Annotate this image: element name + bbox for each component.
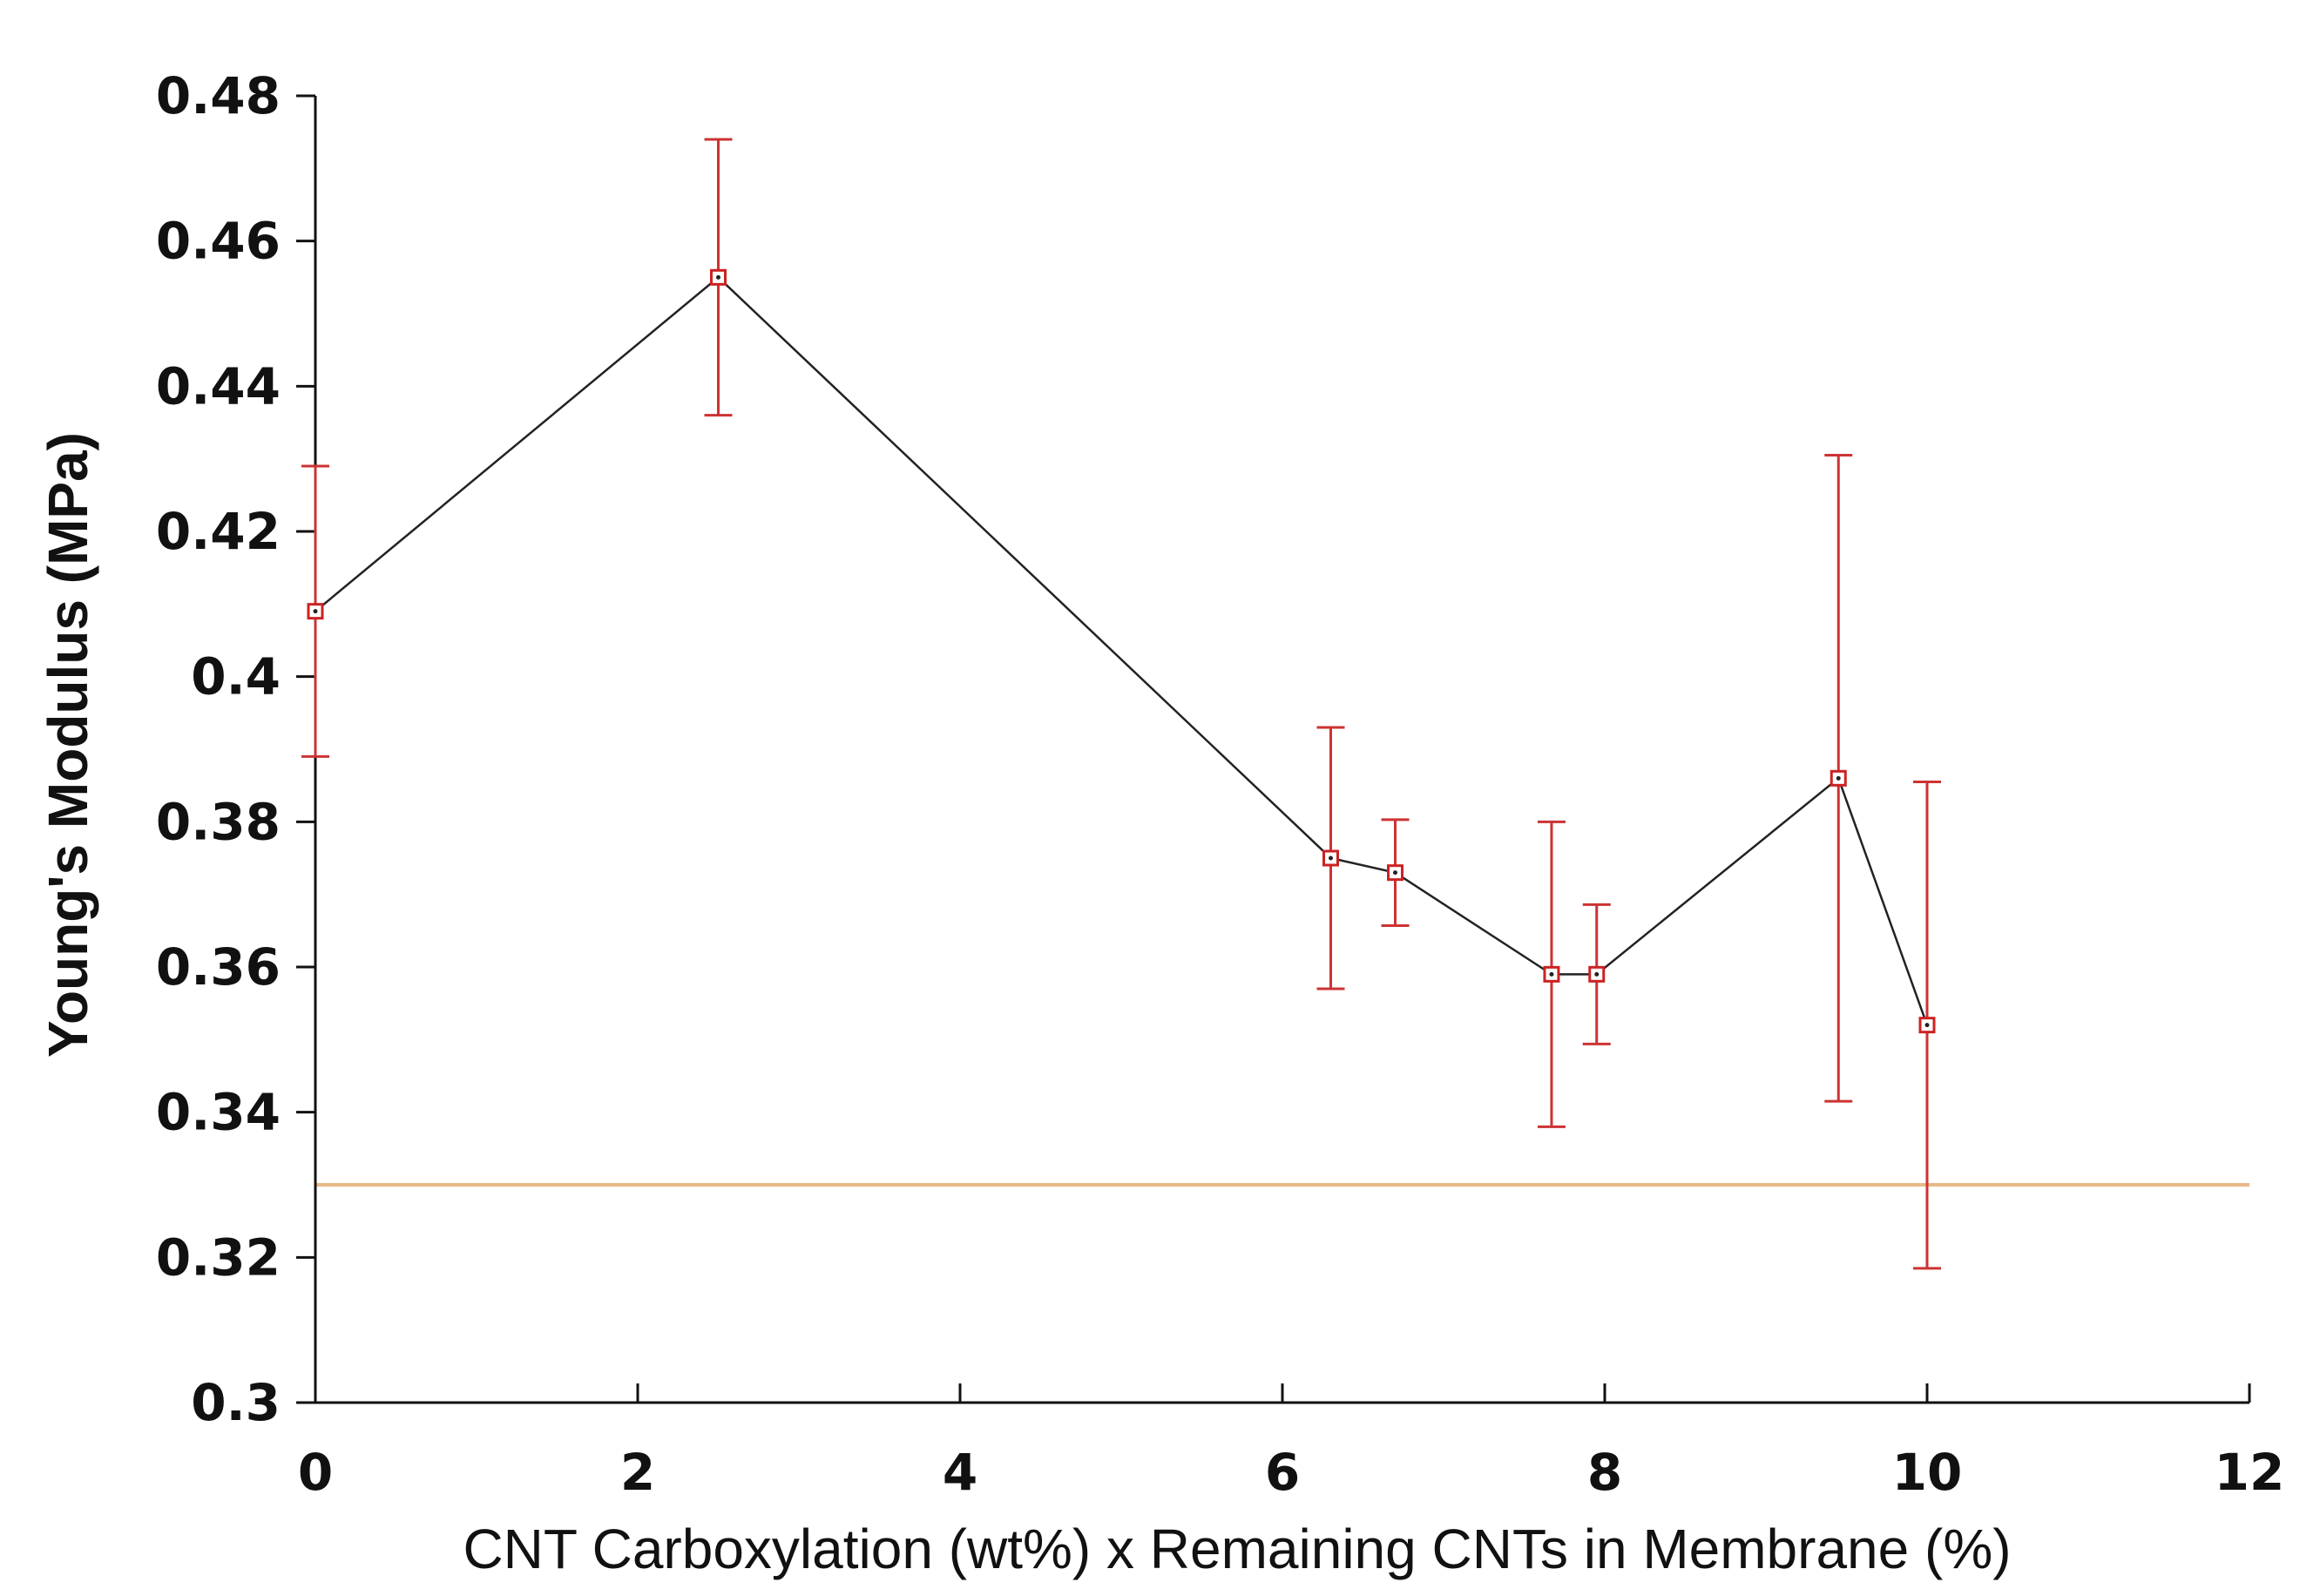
y-tick-label: 0.48 (156, 66, 281, 125)
y-tick-label: 0.38 (156, 792, 281, 851)
y-tick-label: 0.3 (191, 1373, 281, 1432)
data-point-center (313, 609, 318, 614)
x-tick-label: 2 (620, 1443, 655, 1502)
x-tick-label: 6 (1265, 1443, 1300, 1502)
data-point-center (1549, 971, 1554, 977)
y-tick-label: 0.36 (156, 937, 281, 997)
y-tick-label: 0.34 (156, 1083, 281, 1142)
data-point-center (1393, 870, 1397, 876)
data-point-center (1836, 775, 1841, 781)
data-point-center (1329, 855, 1333, 861)
data-point-center (1594, 971, 1600, 977)
y-axis-label: Young's Modulus (MPa) (37, 432, 99, 1058)
y-tick-label: 0.42 (156, 502, 281, 561)
x-tick-label: 0 (298, 1443, 333, 1502)
data-point-center (1924, 1023, 1930, 1028)
x-tick-label: 12 (2215, 1443, 2285, 1502)
series-line (315, 275, 1929, 1026)
x-tick-label: 4 (943, 1443, 977, 1502)
x-axis-label: CNT Carboxylation (wt%) x Remaining CNTs… (463, 1518, 2011, 1580)
x-tick-label: 8 (1587, 1443, 1622, 1502)
y-tick-label: 0.32 (156, 1227, 281, 1287)
y-tick-label: 0.4 (191, 647, 281, 707)
data-point-center (716, 274, 720, 280)
y-tick-label: 0.46 (156, 212, 281, 271)
x-tick-label: 10 (1892, 1443, 1963, 1502)
y-tick-label: 0.44 (156, 356, 281, 416)
